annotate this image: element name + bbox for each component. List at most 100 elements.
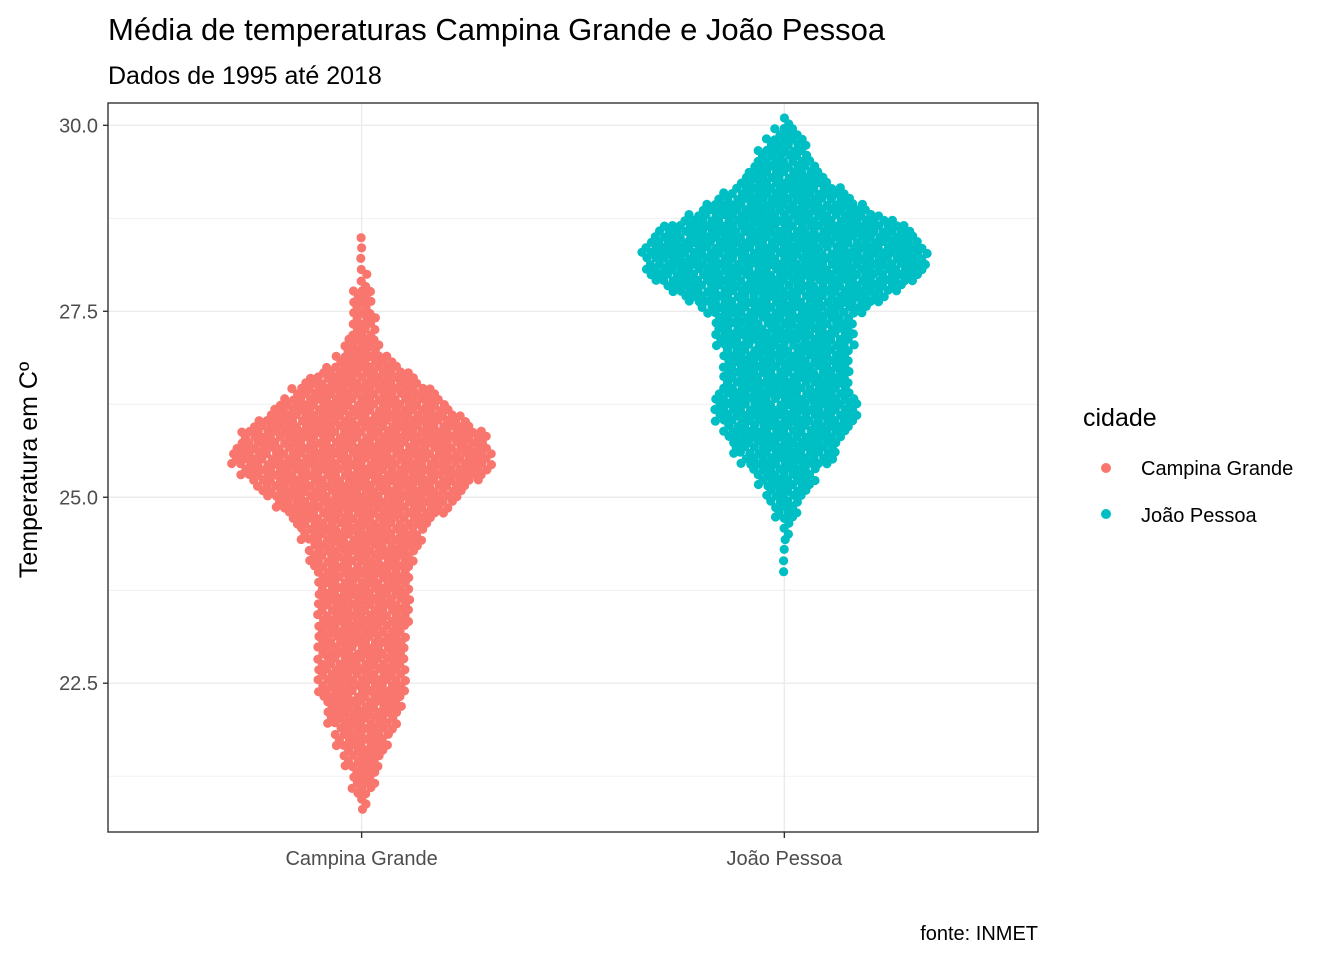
data-point	[306, 373, 316, 383]
data-point	[810, 475, 820, 486]
data-point	[714, 194, 724, 204]
grid-minor	[108, 217, 1038, 777]
data-point	[360, 605, 370, 616]
data-point	[412, 530, 422, 540]
data-point	[404, 530, 414, 540]
data-point	[744, 167, 754, 177]
data-point	[719, 188, 729, 198]
data-point	[779, 544, 789, 555]
data-point	[753, 319, 763, 329]
data-point	[899, 221, 909, 231]
data-point	[370, 778, 380, 788]
data-point	[718, 362, 729, 372]
data-point	[827, 184, 837, 194]
x-tick-label: Campina Grande	[285, 848, 437, 870]
legend-label-campina-grande: Campina Grande	[1141, 458, 1293, 480]
data-point	[813, 308, 824, 318]
data-point	[753, 146, 763, 156]
data-point	[287, 384, 297, 394]
chart-title: Média de temperaturas Campina Grande e J…	[108, 12, 886, 47]
data-point	[349, 535, 359, 545]
data-point	[753, 427, 763, 437]
data-point	[887, 215, 898, 225]
legend-key-joao-pessoa	[1101, 509, 1111, 519]
data-point	[344, 649, 354, 659]
data-point	[330, 729, 340, 740]
x-axis: Campina Grande João Pessoa	[285, 832, 843, 870]
y-axis: 22.5 25.0 27.5 30.0	[59, 115, 108, 695]
data-point	[418, 383, 428, 393]
data-point	[275, 400, 286, 410]
chart-caption: fonte: INMET	[920, 923, 1038, 945]
data-point	[710, 416, 721, 426]
data-point	[455, 411, 465, 421]
data-point	[702, 199, 712, 209]
data-point	[284, 487, 294, 497]
data-point	[287, 471, 297, 481]
data-point	[905, 226, 915, 236]
y-tick-label: 25.0	[59, 487, 98, 509]
data-point	[280, 394, 290, 404]
data-point	[237, 427, 247, 437]
data-point	[317, 379, 327, 389]
data-point	[848, 329, 858, 339]
data-point	[425, 384, 435, 394]
data-point	[789, 146, 799, 156]
data-point	[878, 227, 888, 237]
data-point	[737, 340, 747, 351]
data-point	[439, 400, 449, 410]
x-tick-label: João Pessoa	[727, 848, 844, 870]
data-point	[761, 134, 772, 144]
data-point	[797, 189, 807, 199]
data-point	[486, 460, 496, 470]
data-point	[703, 287, 713, 297]
data-point	[400, 632, 410, 643]
data-point	[770, 124, 780, 134]
data-point	[340, 341, 350, 351]
data-point	[356, 264, 366, 275]
data-point	[331, 351, 341, 361]
data-point	[775, 226, 785, 237]
data-point	[779, 556, 789, 566]
data-point	[645, 260, 656, 270]
y-tick-label: 30.0	[59, 115, 98, 137]
data-point	[831, 373, 841, 383]
data-point	[874, 211, 884, 221]
legend-key-campina-grande	[1101, 463, 1111, 473]
data-point	[784, 173, 794, 183]
data-point	[356, 253, 366, 263]
data-point	[917, 243, 927, 253]
data-point	[733, 260, 743, 270]
data-point	[827, 249, 837, 259]
data-point	[779, 113, 790, 123]
data-point	[365, 362, 375, 372]
data-point	[667, 221, 678, 231]
legend-label-joao-pessoa: João Pessoa	[1141, 505, 1258, 527]
data-point	[659, 221, 670, 231]
data-point	[382, 740, 392, 750]
y-tick-label: 22.5	[59, 673, 98, 695]
data-point	[387, 357, 397, 367]
data-point	[322, 362, 332, 373]
chart-subtitle: Dados de 1995 até 2018	[108, 62, 382, 90]
data-points	[227, 113, 932, 814]
data-point	[382, 351, 392, 361]
data-point	[684, 210, 694, 220]
data-point	[374, 406, 385, 416]
data-point	[719, 200, 729, 210]
data-point	[857, 199, 868, 209]
data-point	[400, 676, 410, 686]
data-point	[849, 340, 859, 350]
y-tick-label: 27.5	[59, 301, 98, 323]
data-point	[356, 233, 366, 243]
data-point	[357, 243, 367, 253]
data-point	[254, 416, 264, 426]
data-point	[331, 546, 341, 556]
plot-panel	[107, 102, 1039, 833]
data-point	[476, 426, 486, 436]
panel-border	[107, 102, 1039, 833]
data-point	[304, 545, 314, 556]
data-point	[348, 286, 359, 296]
data-point	[356, 276, 366, 286]
